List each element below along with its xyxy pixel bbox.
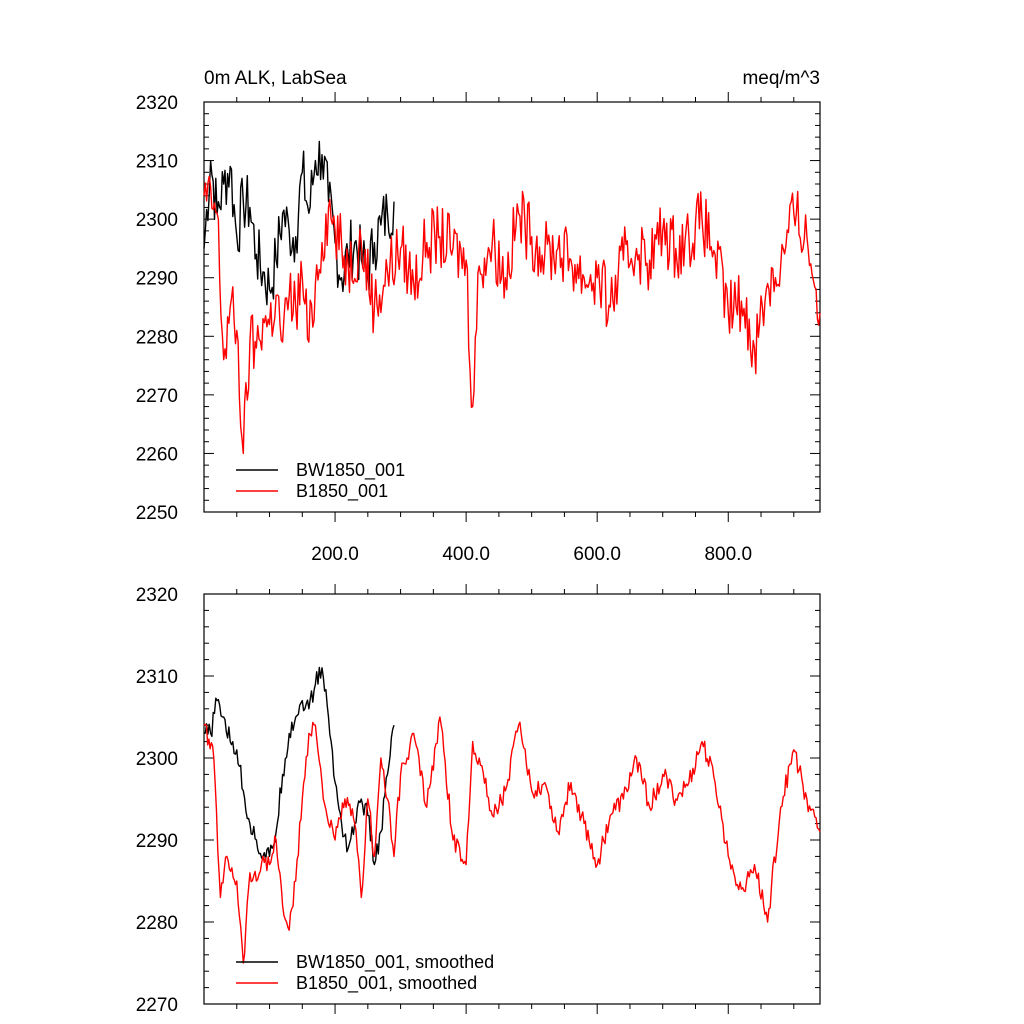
y-tick-label: 2300 bbox=[136, 210, 178, 231]
series-line-bw1850-001-smoothed bbox=[203, 666, 395, 866]
bottom-panel: 2270 2280 2290 2300 2310 2320 BW1850_001, smoo… bbox=[136, 584, 821, 1016]
legend-label: B1850_001, smoothed bbox=[296, 973, 477, 994]
chart-units: meq/m^3 bbox=[742, 68, 820, 89]
x-tick-label: 800.0 bbox=[704, 544, 752, 565]
x-tick-label: 200.0 bbox=[311, 544, 359, 565]
top-panel: 2250 2260 2270 2280 2290 2300 2310 2320 200.0 400… bbox=[136, 92, 821, 565]
y-tick-label: 2280 bbox=[136, 913, 178, 934]
y-tick-label: 2270 bbox=[136, 995, 178, 1016]
y-tick-label: 2260 bbox=[136, 444, 178, 465]
legend-label: B1850_001 bbox=[296, 481, 388, 502]
y-tick-label: 2320 bbox=[136, 585, 178, 606]
y-tick-label: 2310 bbox=[136, 667, 178, 688]
y-tick-label: 2290 bbox=[136, 831, 178, 852]
y-tick-label: 2290 bbox=[136, 269, 178, 290]
legend-label: BW1850_001, smoothed bbox=[296, 952, 494, 973]
series-line-b1850-001-smoothed bbox=[203, 716, 821, 964]
y-tick-label: 2300 bbox=[136, 749, 178, 770]
y-tick-label: 2250 bbox=[136, 503, 178, 524]
x-tick-label: 400.0 bbox=[442, 544, 490, 565]
series-line-b1850-001 bbox=[203, 175, 821, 455]
chart-title: 0m ALK, LabSea bbox=[204, 68, 347, 89]
y-tick-label: 2270 bbox=[136, 386, 178, 407]
plot-frame bbox=[203, 593, 821, 1005]
x-tick-label: 600.0 bbox=[573, 544, 621, 565]
legend-label: BW1850_001 bbox=[296, 460, 405, 481]
y-tick-label: 2280 bbox=[136, 327, 178, 348]
plot-frame bbox=[203, 101, 821, 513]
y-tick-label: 2320 bbox=[136, 93, 178, 114]
y-tick-label: 2310 bbox=[136, 152, 178, 173]
